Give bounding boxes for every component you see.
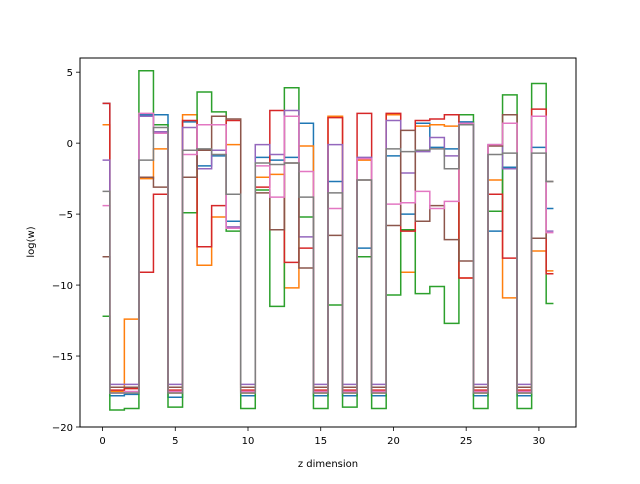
x-tick-label: 15 [314,436,327,447]
x-tick-label: 10 [242,436,255,447]
y-tick-label: −5 [58,210,73,221]
x-tick-label: 0 [99,436,105,447]
y-tick-label: −15 [52,352,73,363]
axes-frame [79,57,577,428]
x-axis-label: z dimension [298,459,358,470]
series-layer [102,70,554,411]
y-tick-label: 0 [67,139,73,150]
x-axis-ticks: 0 5 10 15 20 25 30 [99,427,545,447]
x-tick-label: 5 [172,436,178,447]
y-tick-label: 5 [67,68,73,79]
x-tick-label: 30 [533,436,546,447]
x-tick-label: 25 [460,436,473,447]
y-tick-label: −10 [52,281,73,292]
series-line-8 [102,123,554,394]
y-axis-label: log(w) [26,226,37,257]
x-tick-label: 20 [387,436,400,447]
y-tick-label: −20 [52,423,73,434]
y-axis-ticks: 5 0 −5 −10 −15 −20 [52,68,80,434]
